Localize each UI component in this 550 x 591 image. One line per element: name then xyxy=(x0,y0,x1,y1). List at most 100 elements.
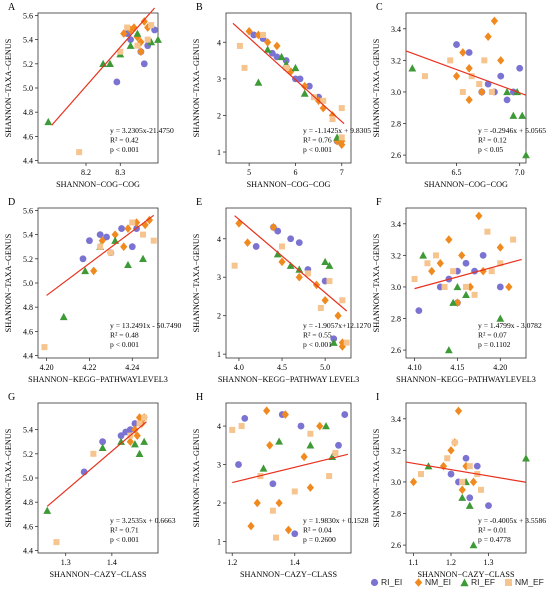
data-point xyxy=(287,235,295,243)
data-point xyxy=(124,224,132,233)
x-tick-label: 6 xyxy=(293,168,297,177)
x-tick-label: 1.2 xyxy=(446,558,456,567)
y-tick-label: 3.0 xyxy=(391,478,401,487)
panel-h: H 1.2 1.4 1 2 3 4 SHANNON−CAZY−CLASS SHANNON−TAX… xyxy=(192,392,369,579)
y-tick-label: 1 xyxy=(217,148,221,157)
panel-label: B xyxy=(196,2,203,13)
y-axis-label: SHANNON−TAXA−GENUS xyxy=(372,38,381,137)
panel-label: A xyxy=(8,2,16,13)
x-tick-label: 1.4 xyxy=(290,558,300,567)
data-point xyxy=(117,437,125,445)
data-point xyxy=(273,250,282,258)
data-point xyxy=(103,233,110,241)
data-point xyxy=(145,215,154,225)
data-point xyxy=(284,525,293,535)
data-point xyxy=(269,222,278,232)
y-tick-label: 4.6 xyxy=(23,327,33,336)
regression-stat: p < 0.001 xyxy=(110,340,139,349)
data-point xyxy=(338,105,345,112)
data-point xyxy=(445,235,453,244)
data-point xyxy=(269,480,277,488)
data-point xyxy=(291,63,300,72)
regression-line xyxy=(405,50,527,96)
y-tick-label: 5.2 xyxy=(23,60,33,69)
data-point xyxy=(447,57,454,64)
data-point xyxy=(236,42,243,49)
data-point xyxy=(241,414,249,422)
panel-label: H xyxy=(196,392,203,403)
data-point xyxy=(329,338,338,346)
x-tick-label: 4.20 xyxy=(40,363,54,372)
x-axis-label: SHANNON−KEGG−PATHWAYLEVEL3 xyxy=(28,375,168,384)
data-point xyxy=(137,37,145,47)
data-point xyxy=(475,211,483,221)
data-point xyxy=(120,242,128,252)
panel-b: B 5 6 7 1 2 3 4 SHANNON−COG−COG SHANNON−TAXA−GENU… xyxy=(192,2,371,189)
data-point xyxy=(496,314,505,322)
data-point xyxy=(428,266,436,276)
data-point xyxy=(98,443,107,451)
y-tick-label: 3.2 xyxy=(391,251,401,260)
regression-stat: R² = 0.76 xyxy=(303,136,332,145)
data-point xyxy=(509,111,518,119)
data-point xyxy=(140,60,148,68)
data-point xyxy=(338,140,346,150)
data-point xyxy=(463,283,469,290)
y-tick-label: 5.6 xyxy=(23,11,33,20)
legend-marker-diamond xyxy=(414,577,423,587)
series-nm-ef xyxy=(236,31,345,141)
data-point xyxy=(335,441,342,449)
regression-stat: R² = 0.48 xyxy=(110,331,139,340)
data-point xyxy=(117,432,125,440)
data-point xyxy=(503,96,511,104)
y-tick-label: 4.4 xyxy=(23,547,33,556)
y-tick-label: 1 xyxy=(217,537,221,546)
plot-frame xyxy=(405,12,527,164)
data-point xyxy=(250,31,258,39)
data-point xyxy=(418,471,424,478)
y-tick-label: 2.6 xyxy=(391,541,401,550)
regression-stat: R² = 0.04 xyxy=(303,526,332,535)
data-point xyxy=(471,291,478,298)
data-point xyxy=(444,346,453,354)
data-point xyxy=(274,227,282,235)
legend-item-nm-ef: NM_EF xyxy=(504,577,544,587)
data-point xyxy=(459,88,466,95)
data-point xyxy=(277,52,286,61)
data-point xyxy=(76,149,83,156)
regression-stat: p = 0.2600 xyxy=(303,535,336,544)
data-point xyxy=(98,236,106,245)
regression-stat: p < 0.001 xyxy=(110,535,139,544)
data-point xyxy=(469,477,478,487)
y-tick-label: 5.6 xyxy=(23,206,33,215)
data-point xyxy=(465,501,474,509)
y-axis-label: SHANNON−TAXA−GENUS xyxy=(192,428,201,527)
data-point xyxy=(245,26,253,36)
data-point xyxy=(454,406,463,416)
x-tick-label: 4.10 xyxy=(408,363,422,372)
panel-f: F 4.10 4.15 4.20 2.6 2.8 3.0 3.2 3.4 SHANNON−KEGG… xyxy=(372,197,542,384)
data-point xyxy=(113,78,121,86)
series-nm-ei xyxy=(428,211,513,308)
data-point xyxy=(305,82,313,90)
regression-stat: p < 0.001 xyxy=(303,145,332,154)
data-point xyxy=(286,261,295,269)
data-point xyxy=(459,478,466,485)
regression-stat: R² = 0.07 xyxy=(478,331,507,340)
data-point xyxy=(283,64,290,71)
data-point xyxy=(339,297,346,304)
data-point xyxy=(518,111,527,119)
regression-stat: y = -1.9057x+12.1270 xyxy=(303,321,371,330)
data-point xyxy=(53,539,60,546)
series-ri-ei xyxy=(79,225,140,263)
data-point xyxy=(320,97,327,104)
panel-label: C xyxy=(376,2,383,13)
x-tick-label: 5.0 xyxy=(320,363,330,372)
y-tick-label: 4.6 xyxy=(23,132,33,141)
x-axis-label: SHANNON−CAZY−CLASS xyxy=(417,570,514,579)
panel-a: A 8.2 8.3 4.4 4.6 4.8 5.0 5.2 5.4 5.6 SHANNON−COG−… xyxy=(4,2,174,189)
x-tick-label: 4.24 xyxy=(125,363,139,372)
data-point xyxy=(263,45,272,53)
data-point xyxy=(459,48,467,57)
